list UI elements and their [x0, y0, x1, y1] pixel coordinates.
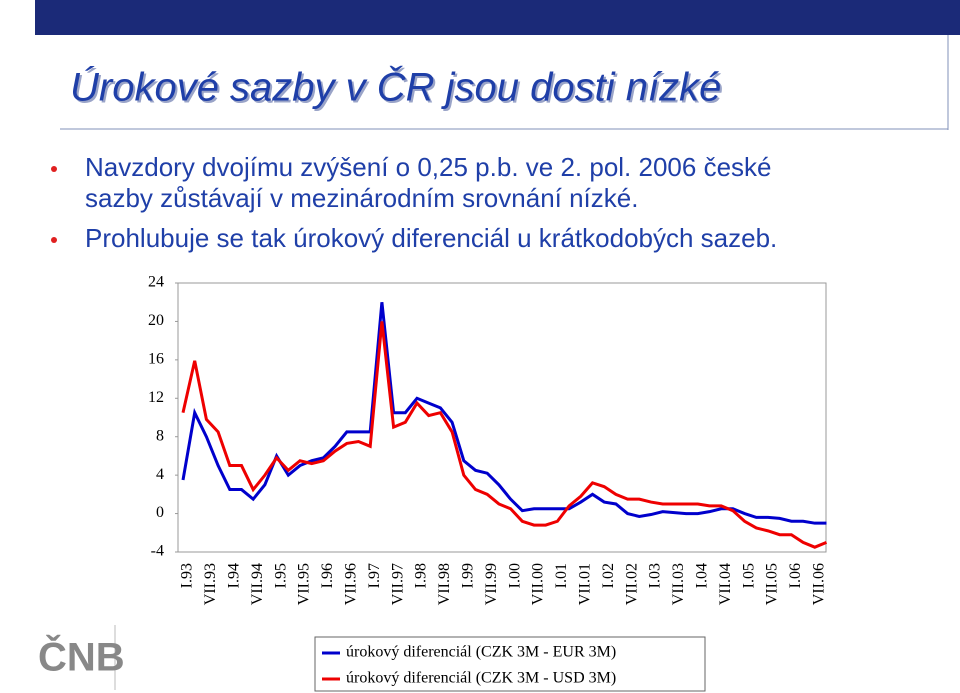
bullet-dot — [51, 237, 57, 243]
bullet-dot — [51, 166, 57, 172]
header-band — [35, 0, 960, 35]
y-tick-label: 0 — [156, 504, 164, 521]
x-tick-label: VII.03 — [670, 563, 687, 605]
x-tick-label: VII.96 — [342, 563, 359, 605]
x-tick-label: I.00 — [506, 563, 523, 588]
x-tick-label: VII.02 — [623, 563, 640, 605]
bullet-text: Prohlubuje se tak úrokový diferenciál u … — [85, 223, 777, 253]
y-tick-label: 24 — [148, 274, 164, 291]
y-tick-label: 8 — [156, 427, 164, 444]
x-tick-label: VII.01 — [576, 563, 593, 605]
legend-box — [314, 636, 706, 692]
legend-label: úrokový diferenciál (CZK 3M - USD 3M) — [346, 670, 616, 687]
logo: ČNB — [38, 634, 125, 680]
x-tick-label: I.05 — [740, 563, 757, 588]
x-tick-label: VII.05 — [764, 563, 781, 605]
series-line — [181, 302, 827, 525]
x-tick-label: I.93 — [179, 563, 196, 588]
x-tick-label: VII.94 — [249, 563, 266, 605]
chart-title: Úrokové sazby v ČR jsou dosti nízké — [70, 65, 721, 110]
x-tick-label: I.96 — [319, 563, 336, 588]
y-tick-label: 12 — [148, 389, 164, 406]
x-tick-label: I.06 — [787, 563, 804, 588]
x-tick-label: VII.06 — [810, 563, 827, 605]
title-shadow: Úrokové sazby v ČR jsou dosti nízké — [72, 67, 723, 112]
x-tick-label: VII.04 — [717, 563, 734, 605]
x-tick-label: VII.00 — [530, 563, 547, 605]
x-tick-label: I.97 — [366, 563, 383, 588]
x-tick-label: VII.99 — [483, 563, 500, 605]
y-tick-label: -4 — [151, 543, 164, 560]
bullet-text: Navzdory dvojímu zvýšení o 0,25 p.b. ve … — [85, 152, 772, 182]
x-tick-label: VII.93 — [202, 563, 219, 605]
x-tick-label: I.99 — [459, 563, 476, 588]
legend-label: úrokový diferenciál (CZK 3M - EUR 3M) — [346, 644, 616, 661]
plot-frame — [177, 282, 827, 553]
x-tick-label: I.95 — [272, 563, 289, 588]
x-tick-label: I.03 — [647, 563, 664, 588]
series-line — [181, 321, 828, 549]
x-tick-label: I.02 — [600, 563, 617, 588]
x-tick-label: I.01 — [553, 563, 570, 588]
y-tick-label: 20 — [148, 312, 164, 329]
x-tick-label: I.98 — [413, 563, 430, 588]
x-tick-label: VII.98 — [436, 563, 453, 605]
x-tick-label: VII.95 — [296, 563, 313, 605]
x-tick-label: VII.97 — [389, 563, 406, 605]
y-tick-label: 4 — [156, 466, 164, 483]
x-tick-label: I.94 — [225, 563, 242, 588]
y-tick-label: 16 — [148, 351, 164, 368]
bullet-text: sazby zůstávají v mezinárodním srovnání … — [85, 183, 638, 213]
x-tick-label: I.04 — [693, 563, 710, 588]
